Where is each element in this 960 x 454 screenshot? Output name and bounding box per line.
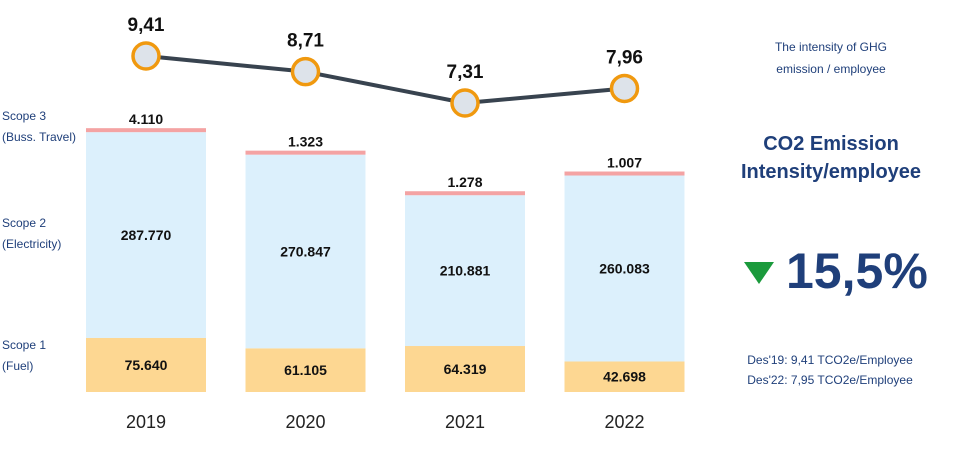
label-scope3-2021: 1.278 — [447, 174, 482, 190]
bar-scope2-2022 — [564, 175, 685, 362]
scope1-label-line2: (Fuel) — [2, 359, 34, 373]
x-tick-2020: 2020 — [285, 412, 325, 432]
intensity-label-2019: 9,41 — [128, 15, 165, 36]
label-scope1-2020: 61.105 — [284, 362, 327, 378]
reduction-indicator: 15,5% — [744, 236, 928, 306]
side-title: CO2 Emission Intensity/employee — [716, 130, 946, 186]
bar-scope1-2019 — [86, 337, 206, 392]
intensity-note-line1: The intensity of GHG — [774, 40, 888, 54]
label-scope1-2019: 75.640 — [125, 357, 168, 373]
scope2-label-line1: Scope 2 — [2, 216, 47, 230]
scope1-legend-label: Scope 1 (Fuel) — [2, 335, 46, 377]
intensity-marker-2022 — [609, 73, 640, 104]
scope3-label-line1: Scope 3 — [2, 109, 47, 123]
intensity-detail-2022: Des'22: 7,95 TCO2e/Employee — [747, 373, 913, 387]
side-title-line2: Intensity/employee — [740, 161, 922, 183]
side-title-line1: CO2 Emission — [763, 133, 899, 155]
intensity-details: Des'19: 9,41 TCO2e/Employee Des'22: 7,95… — [730, 350, 930, 390]
label-scope2-2021: 210.881 — [440, 263, 491, 279]
down-triangle-icon — [744, 262, 774, 284]
scope1-label-line1: Scope 1 — [2, 338, 47, 352]
label-scope3-2019: 4.110 — [129, 111, 163, 127]
scope3-legend-label: Scope 3 (Buss. Travel) — [2, 106, 76, 148]
label-scope1-2022: 42.698 — [603, 369, 646, 385]
intensity-marker-2021 — [450, 88, 480, 118]
bar-scope2-2021 — [405, 195, 525, 347]
scope3-label-line2: (Buss. Travel) — [2, 130, 77, 144]
bar-scope1-2020 — [245, 348, 366, 392]
label-scope2-2019: 287.770 — [121, 227, 172, 243]
scope2-label-line2: (Electricity) — [2, 237, 62, 251]
intensity-label-2021: 7,31 — [447, 62, 484, 83]
label-scope1-2021: 64.319 — [444, 361, 487, 377]
bar-scope3-2019 — [86, 128, 206, 133]
bar-scope1-2021 — [405, 346, 525, 392]
label-scope2-2020: 270.847 — [280, 243, 331, 259]
label-scope3-2020: 1.323 — [288, 134, 323, 150]
intensity-note: The intensity of GHG emission / employee — [716, 36, 946, 80]
x-tick-2022: 2022 — [604, 412, 644, 432]
x-tick-2019: 2019 — [126, 412, 166, 432]
bar-scope2-2019 — [86, 132, 206, 338]
reduction-percentage: 15,5% — [786, 243, 928, 299]
x-tick-2021: 2021 — [445, 412, 485, 432]
label-scope3-2022: 1.007 — [607, 155, 642, 171]
label-scope2-2022: 260.083 — [599, 260, 650, 276]
bar-scope2-2020 — [245, 154, 366, 349]
bar-scope1-2022 — [564, 361, 685, 392]
bar-scope3-2020 — [245, 150, 366, 155]
emission-chart: 75.640 287.770 4.110 2019 61.105 270.847 1.323… — [86, 15, 685, 432]
intensity-detail-2019: Des'19: 9,41 TCO2e/Employee — [747, 353, 913, 367]
intensity-note-line2: emission / employee — [776, 62, 886, 76]
scope2-legend-label: Scope 2 (Electricity) — [2, 213, 61, 255]
intensity-label-2022: 7,96 — [606, 47, 643, 68]
intensity-line — [145, 54, 625, 105]
intensity-label-2020: 8,71 — [287, 31, 324, 52]
bar-scope3-2022 — [564, 171, 685, 176]
bar-scope3-2021 — [405, 191, 525, 196]
intensity-marker-2019 — [131, 41, 161, 71]
intensity-marker-2020 — [290, 56, 321, 87]
